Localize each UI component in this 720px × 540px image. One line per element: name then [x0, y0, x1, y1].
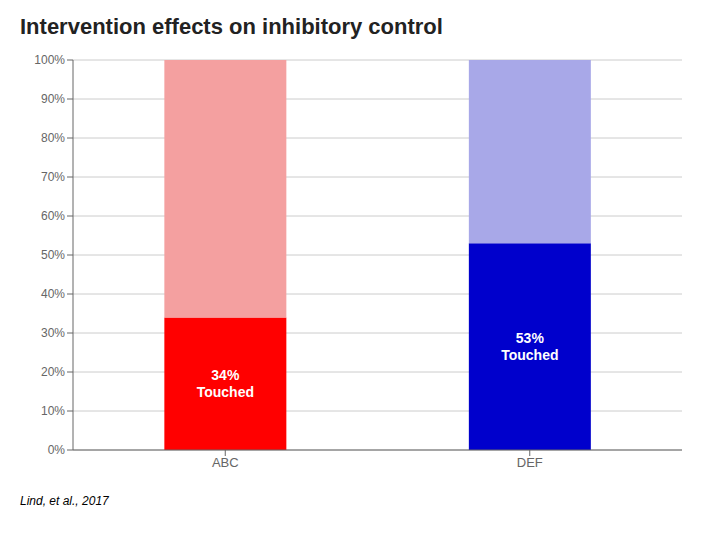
html-text:Intervention effects on inhibi: Intervention effects on inhibitory contr…: [20, 14, 443, 39]
svg-text:40%: 40%: [41, 287, 65, 301]
svg-text:0%: 0%: [48, 443, 66, 457]
svg-text:50%: 50%: [41, 248, 65, 262]
svg-text:20%: 20%: [41, 365, 65, 379]
svg-text:30%: 30%: [41, 326, 65, 340]
svg-text:70%: 70%: [41, 170, 65, 184]
svg-text:80%: 80%: [41, 131, 65, 145]
svg-text:90%: 90%: [41, 92, 65, 106]
svg-text:100%: 100%: [34, 53, 65, 67]
svg-text:ABC: ABC: [212, 455, 239, 470]
html-text:Lind, et al., 2017: Lind, et al., 2017: [20, 494, 109, 508]
svg-text:53%Touched: 53%Touched: [501, 330, 558, 363]
svg-text:60%: 60%: [41, 209, 65, 223]
svg-text:34%Touched: 34%Touched: [197, 367, 254, 400]
svg-text:10%: 10%: [41, 404, 65, 418]
svg-text:DEF: DEF: [517, 455, 543, 470]
